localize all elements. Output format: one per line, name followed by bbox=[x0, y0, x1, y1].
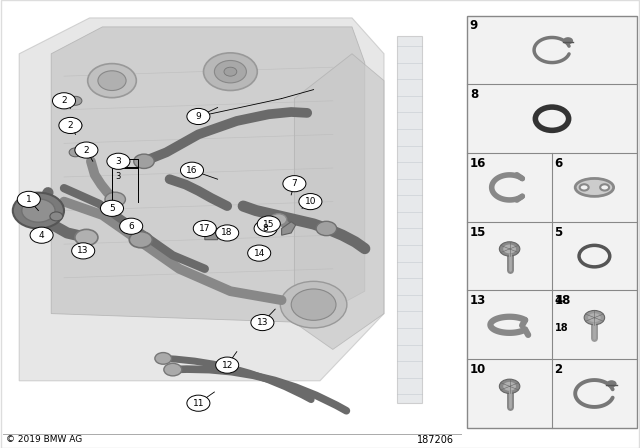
Polygon shape bbox=[397, 36, 422, 403]
Circle shape bbox=[69, 148, 82, 157]
Circle shape bbox=[22, 199, 55, 222]
Circle shape bbox=[98, 71, 126, 90]
Circle shape bbox=[503, 382, 516, 391]
Text: 7: 7 bbox=[292, 179, 297, 188]
Text: 8: 8 bbox=[263, 224, 268, 233]
Circle shape bbox=[13, 193, 64, 228]
Ellipse shape bbox=[575, 178, 614, 196]
Text: 2: 2 bbox=[84, 146, 89, 155]
Polygon shape bbox=[205, 225, 218, 240]
Circle shape bbox=[291, 289, 336, 320]
Circle shape bbox=[129, 232, 152, 248]
Text: 18: 18 bbox=[555, 294, 571, 307]
Text: 3: 3 bbox=[116, 172, 121, 181]
Circle shape bbox=[251, 314, 274, 331]
Circle shape bbox=[100, 200, 124, 216]
Text: 9: 9 bbox=[470, 19, 478, 33]
Text: 16: 16 bbox=[186, 166, 198, 175]
Circle shape bbox=[216, 225, 239, 241]
Text: 2: 2 bbox=[68, 121, 73, 130]
Text: © 2019 BMW AG: © 2019 BMW AG bbox=[6, 435, 83, 444]
Text: 5: 5 bbox=[555, 225, 563, 239]
Circle shape bbox=[600, 184, 609, 190]
Circle shape bbox=[248, 245, 271, 261]
Circle shape bbox=[164, 363, 182, 376]
Text: 13: 13 bbox=[77, 246, 89, 255]
Circle shape bbox=[299, 194, 322, 210]
Polygon shape bbox=[282, 222, 296, 235]
Text: 2: 2 bbox=[61, 96, 67, 105]
Circle shape bbox=[588, 313, 601, 322]
Text: 2: 2 bbox=[555, 363, 563, 376]
Polygon shape bbox=[19, 18, 384, 381]
Text: 15: 15 bbox=[470, 225, 486, 239]
Text: 13: 13 bbox=[470, 294, 486, 307]
Circle shape bbox=[180, 162, 204, 178]
Circle shape bbox=[214, 60, 246, 83]
Circle shape bbox=[72, 243, 95, 259]
Circle shape bbox=[30, 227, 53, 243]
FancyBboxPatch shape bbox=[467, 16, 637, 428]
Circle shape bbox=[283, 176, 306, 192]
Circle shape bbox=[50, 212, 63, 221]
Circle shape bbox=[187, 108, 210, 125]
Text: 4: 4 bbox=[39, 231, 44, 240]
Text: 6: 6 bbox=[555, 157, 563, 170]
Circle shape bbox=[499, 379, 520, 393]
Circle shape bbox=[59, 117, 82, 134]
Circle shape bbox=[316, 221, 337, 236]
Circle shape bbox=[187, 395, 210, 411]
Text: 17: 17 bbox=[199, 224, 211, 233]
Text: 14: 14 bbox=[253, 249, 265, 258]
Text: 10: 10 bbox=[470, 363, 486, 376]
Circle shape bbox=[503, 245, 516, 254]
Circle shape bbox=[193, 220, 216, 237]
Text: 1: 1 bbox=[26, 195, 31, 204]
Circle shape bbox=[69, 96, 82, 105]
Circle shape bbox=[107, 153, 130, 169]
Circle shape bbox=[75, 142, 98, 158]
Circle shape bbox=[17, 191, 40, 207]
Circle shape bbox=[69, 121, 82, 130]
Text: 3: 3 bbox=[116, 157, 121, 166]
Text: 10: 10 bbox=[305, 197, 316, 206]
Circle shape bbox=[105, 192, 125, 207]
Text: 4: 4 bbox=[555, 294, 563, 307]
Text: 16: 16 bbox=[470, 157, 486, 170]
Circle shape bbox=[120, 218, 143, 234]
Circle shape bbox=[88, 64, 136, 98]
Text: 6: 6 bbox=[129, 222, 134, 231]
Circle shape bbox=[204, 53, 257, 90]
Circle shape bbox=[270, 214, 287, 225]
Text: 13: 13 bbox=[257, 318, 268, 327]
Text: 5: 5 bbox=[109, 204, 115, 213]
Polygon shape bbox=[294, 54, 384, 349]
Circle shape bbox=[134, 154, 154, 168]
Text: 9: 9 bbox=[196, 112, 201, 121]
Circle shape bbox=[216, 357, 239, 373]
Text: 15: 15 bbox=[263, 220, 275, 228]
Circle shape bbox=[257, 216, 280, 232]
Text: 187206: 187206 bbox=[417, 435, 454, 445]
Circle shape bbox=[224, 67, 237, 76]
Text: 18: 18 bbox=[221, 228, 233, 237]
Polygon shape bbox=[51, 27, 365, 323]
Circle shape bbox=[155, 353, 172, 364]
Text: 18: 18 bbox=[555, 323, 568, 333]
Circle shape bbox=[52, 93, 76, 109]
Text: 11: 11 bbox=[193, 399, 204, 408]
Circle shape bbox=[280, 281, 347, 328]
Text: 12: 12 bbox=[221, 361, 233, 370]
Circle shape bbox=[499, 242, 520, 256]
Circle shape bbox=[606, 380, 616, 388]
Circle shape bbox=[580, 184, 589, 190]
Text: 8: 8 bbox=[470, 88, 478, 101]
Circle shape bbox=[584, 310, 605, 325]
Circle shape bbox=[75, 229, 98, 246]
Circle shape bbox=[563, 37, 573, 44]
Circle shape bbox=[254, 220, 277, 237]
